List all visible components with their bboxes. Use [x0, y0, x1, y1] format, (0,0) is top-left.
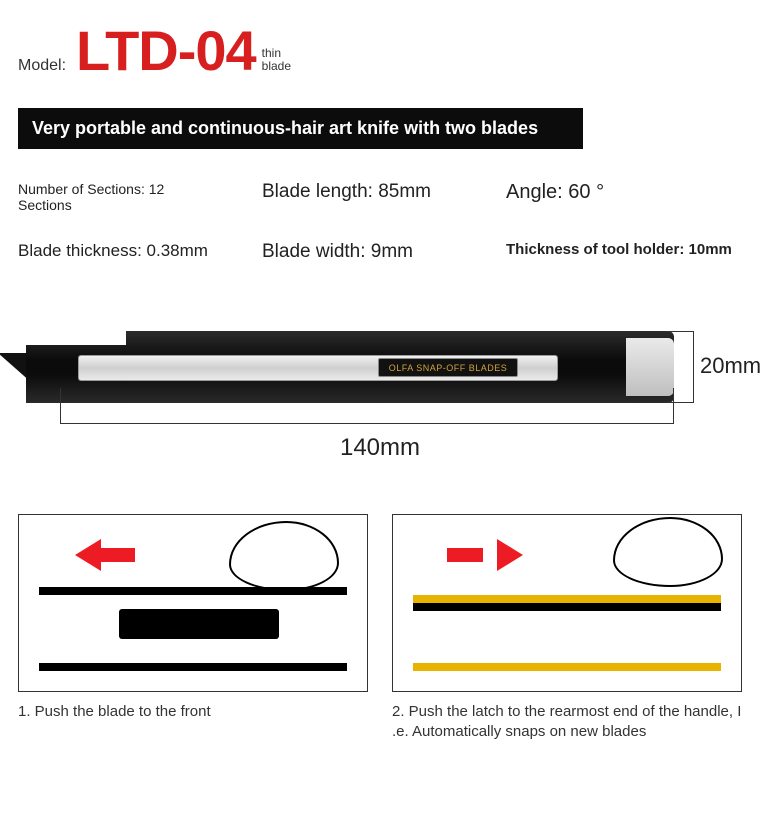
- spec-angle: Angle: 60 °: [506, 181, 742, 204]
- panel-1-cartridge: [119, 609, 279, 639]
- panel-1-caption: 1. Push the blade to the front: [18, 702, 368, 722]
- arrow-right-icon: [497, 539, 523, 571]
- panel-1-lineart: [39, 587, 347, 671]
- model-note-line2: blade: [262, 60, 291, 73]
- spec-blade-length: Blade length: 85mm: [262, 181, 498, 203]
- panel-2: [392, 514, 742, 692]
- panel-2-accent-top: [413, 595, 721, 603]
- knife-diagram: OLFA SNAP-OFF BLADES 20mm 140mm: [18, 311, 742, 486]
- arrow-right-tail: [447, 548, 483, 562]
- hand-outline-icon: [613, 517, 723, 587]
- spec-blade-width: Blade width: 9mm: [262, 241, 498, 263]
- arrow-left-tail: [99, 548, 135, 562]
- model-label: Model:: [18, 57, 66, 75]
- knife-brand-label: OLFA SNAP-OFF BLADES: [378, 358, 518, 377]
- model-note: thin blade: [262, 47, 291, 73]
- model-note-line1: thin: [262, 47, 291, 60]
- dimension-length-label: 140mm: [18, 434, 742, 462]
- panel-1: [18, 514, 368, 692]
- model-name: LTD-04: [76, 18, 256, 83]
- hand-outline-icon: [229, 521, 339, 591]
- knife-endcap: [626, 338, 674, 396]
- instruction-panels: 1. Push the blade to the front 2. Push t…: [18, 514, 742, 743]
- panel-1-col: 1. Push the blade to the front: [18, 514, 368, 743]
- tagline-bar: Very portable and continuous-hair art kn…: [18, 108, 583, 149]
- specs-grid: Number of Sections: 12 Sections Blade le…: [18, 181, 742, 263]
- dimension-vertical-line: [682, 331, 694, 403]
- knife-top-cut: [26, 331, 126, 345]
- panel-2-lineart: [413, 603, 721, 671]
- arrow-left-icon: [75, 539, 101, 571]
- panel-2-caption: 2. Push the latch to the rearmost end of…: [392, 702, 742, 743]
- panel-2-accent-bottom: [413, 663, 721, 671]
- dimension-height-label: 20mm: [700, 353, 760, 379]
- panel-2-col: 2. Push the latch to the rearmost end of…: [392, 514, 742, 743]
- spec-holder-thickness: Thickness of tool holder: 10mm: [506, 241, 742, 258]
- header: Model: LTD-04 thin blade: [18, 18, 742, 83]
- spec-blade-thickness: Blade thickness: 0.38mm: [18, 241, 254, 261]
- spec-sections: Number of Sections: 12 Sections: [18, 181, 198, 213]
